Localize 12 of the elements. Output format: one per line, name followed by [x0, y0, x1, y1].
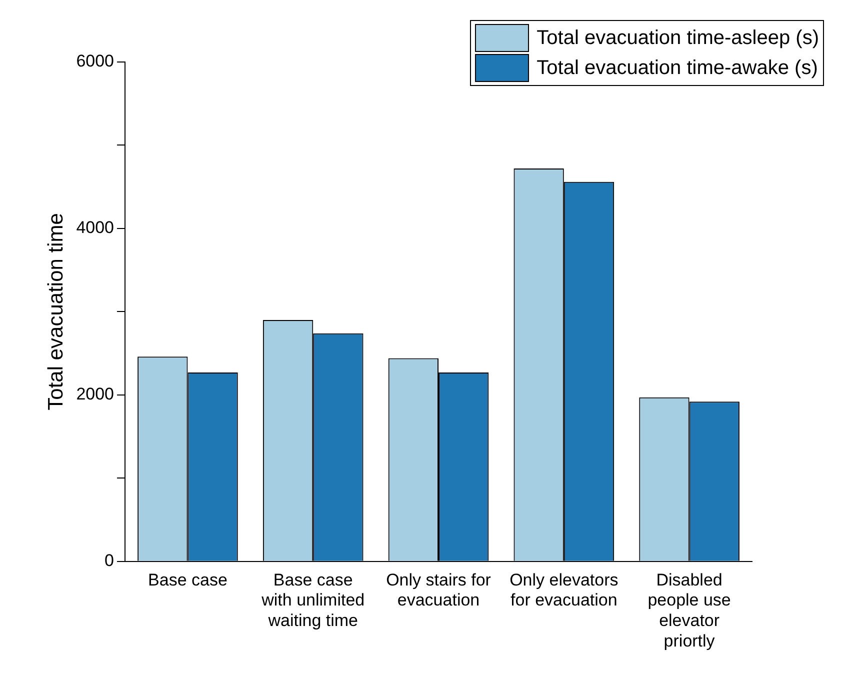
- legend-label: Total evacuation time-asleep (s): [536, 26, 819, 50]
- y-tick-label: 4000: [76, 218, 114, 238]
- y-tick-label: 0: [104, 551, 114, 570]
- y-tick-label: 6000: [76, 52, 114, 71]
- x-tick-label: Base case: [148, 570, 228, 590]
- y-tick-label: 2000: [76, 384, 114, 404]
- y-axis-title: Total evacuation time: [44, 213, 68, 410]
- x-tick-label: Only elevators for evacuation: [510, 570, 618, 610]
- x-tick-label: Base case with unlimited waiting time: [260, 570, 365, 630]
- x-tick-label: Disabled people use elevator priortly: [648, 570, 731, 650]
- x-tick-label: Only stairs for evacuation: [386, 570, 492, 610]
- legend-label: Total evacuation time-awake (s): [536, 56, 818, 80]
